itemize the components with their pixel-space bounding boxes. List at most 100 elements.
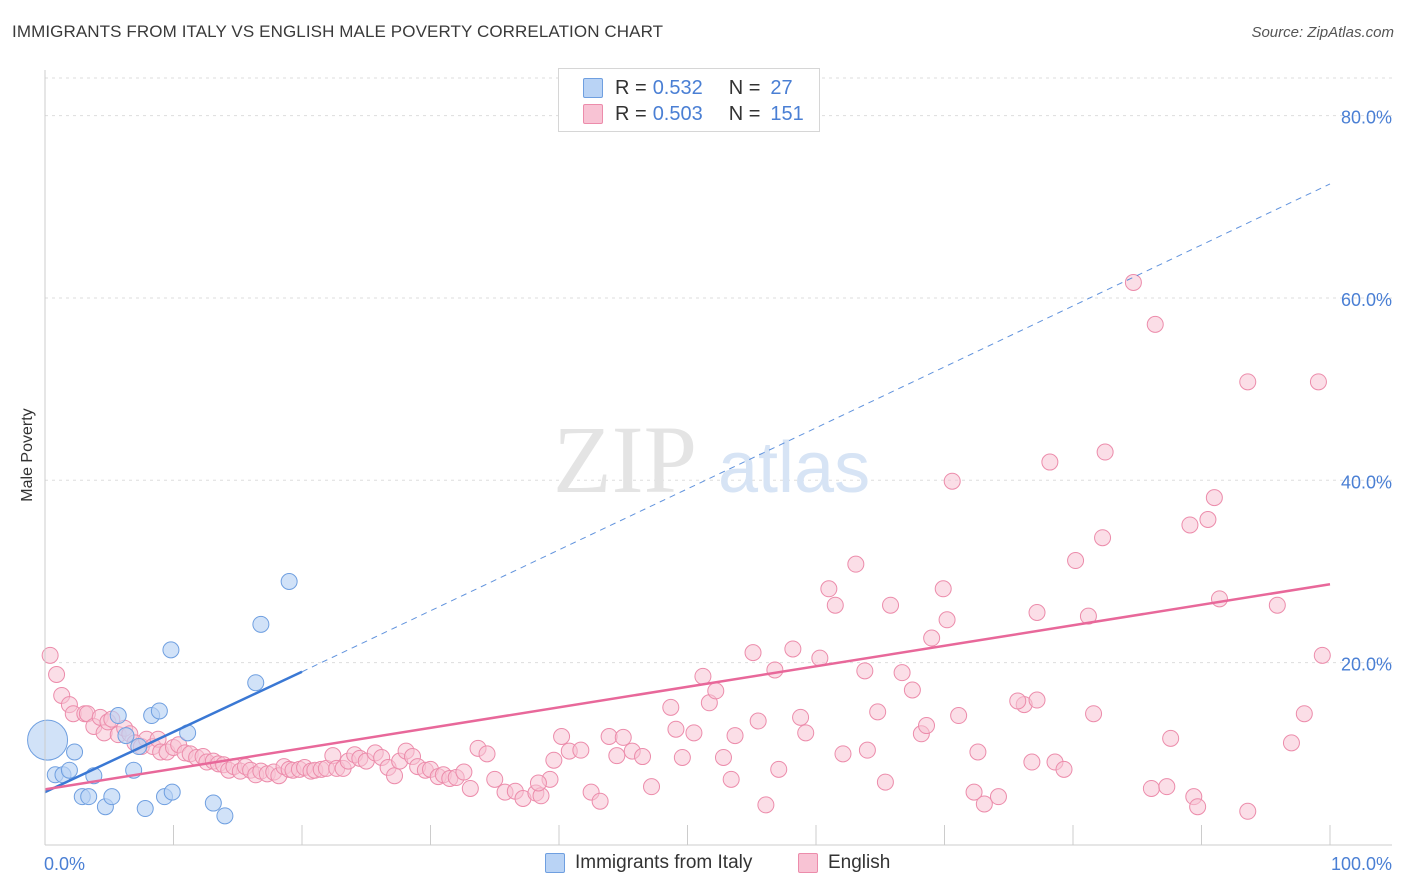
watermark-zip: ZIP (553, 406, 697, 513)
english-point (1158, 778, 1176, 796)
gridlines (45, 77, 1392, 664)
italy-point (150, 702, 168, 720)
english-point (1079, 607, 1097, 625)
english-point (591, 792, 609, 810)
english-point (1199, 511, 1217, 528)
english-point (950, 707, 968, 725)
legend-n-value: 151 (770, 102, 804, 125)
english-point (600, 728, 618, 745)
english-point (1094, 529, 1112, 547)
bottom-legend-label-english: English (828, 852, 891, 873)
english-point (1124, 273, 1142, 291)
watermark-atlas: atlas (718, 428, 870, 508)
bottom-legend-label-italy: Immigrants from Italy (575, 852, 753, 873)
italy-point (163, 783, 181, 801)
legend-n-label: N = (728, 76, 761, 99)
legend-r-label: R = (615, 76, 647, 99)
english-point (553, 728, 571, 745)
english-point (923, 629, 941, 647)
english-point (572, 741, 590, 759)
correlation-legend: R = 0.532 N = 27 R = 0.503 N = 151 (558, 68, 820, 132)
english-point (1268, 596, 1286, 614)
english-point (869, 703, 887, 721)
italy-point (280, 573, 298, 590)
italy-point (162, 641, 180, 659)
english-point (614, 728, 632, 746)
english-point (1282, 734, 1300, 752)
english-point (1205, 489, 1223, 507)
english-point (1028, 604, 1046, 621)
english-point (386, 767, 404, 785)
english-point (1142, 779, 1160, 797)
italy-point (204, 794, 222, 812)
english-point (545, 751, 563, 769)
italy-point (103, 788, 121, 806)
english-point (1009, 692, 1027, 710)
english-point (766, 661, 784, 679)
bottom-legend-swatch-english (798, 853, 818, 873)
english-point (643, 778, 661, 796)
english-point (1096, 443, 1114, 461)
english-point (847, 555, 865, 573)
italy-point (66, 743, 84, 761)
x-tick-label: 0.0% (44, 854, 85, 874)
axes (44, 70, 1392, 846)
english-point (694, 667, 712, 685)
english-point (1041, 453, 1059, 471)
english-point (965, 783, 983, 801)
english-point (876, 773, 894, 791)
bottom-legend-italy: Immigrants from Italy (545, 852, 752, 874)
english-point (975, 795, 993, 813)
english-point (792, 708, 810, 726)
source-label: Source: ZipAtlas.com (1251, 24, 1394, 41)
legend-row-italy: R = 0.532 N = 27 (583, 75, 793, 101)
english-point (784, 640, 802, 658)
english-point (608, 747, 626, 765)
legend-r-value: 0.532 (652, 76, 703, 99)
english-point (749, 712, 767, 730)
english-point (1189, 798, 1207, 816)
english-point (1295, 705, 1313, 723)
italy-point (252, 615, 270, 633)
english-point (969, 743, 987, 761)
english-point (882, 596, 900, 614)
english-point (989, 788, 1007, 806)
legend-n-label: N = (728, 102, 761, 125)
italy-point (80, 788, 98, 806)
english-point (934, 580, 952, 598)
english-point (856, 662, 874, 680)
english-point (722, 770, 740, 788)
italy-point (109, 707, 127, 725)
english-point (1085, 705, 1103, 723)
english-point (903, 681, 921, 699)
english-point (1028, 691, 1046, 709)
english-point (455, 763, 473, 781)
chart-title: IMMIGRANTS FROM ITALY VS ENGLISH MALE PO… (12, 22, 664, 41)
legend-swatch-english (583, 104, 603, 124)
italy-trend-dashed (301, 183, 1331, 673)
english-point (478, 745, 496, 763)
english-point (1023, 753, 1041, 771)
legend-r-value: 0.503 (652, 102, 703, 125)
english-point (797, 724, 815, 742)
english-point (48, 666, 66, 683)
italy-point (60, 761, 78, 779)
english-point (486, 770, 504, 788)
english-point (1309, 373, 1327, 391)
english-point (757, 796, 775, 814)
legend-swatch-italy (583, 78, 603, 98)
english-point (41, 646, 59, 664)
english-point (529, 774, 547, 792)
trend-lines (44, 183, 1331, 794)
english-point (673, 748, 691, 766)
english-point (461, 779, 479, 797)
english-point (714, 748, 732, 766)
english-point (1313, 646, 1331, 664)
english-point (685, 724, 703, 742)
english-point (667, 720, 685, 738)
y-tick-label: 20.0% (1341, 655, 1392, 675)
english-point (662, 698, 680, 716)
italy-points (27, 573, 298, 825)
english-point (726, 727, 744, 745)
